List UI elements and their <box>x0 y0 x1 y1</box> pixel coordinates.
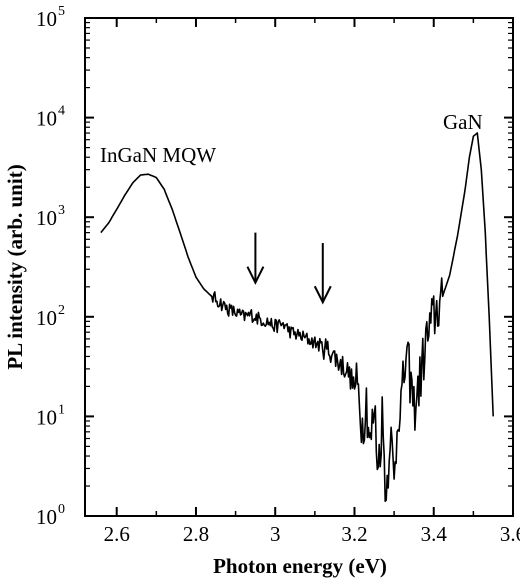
y-tick-exponent: 3 <box>58 203 65 218</box>
x-tick-label: 3.2 <box>341 522 367 546</box>
y-tick-exponent: 0 <box>58 502 65 517</box>
y-tick-base: 10 <box>36 7 57 31</box>
y-tick-exponent: 5 <box>58 4 65 19</box>
y-tick-base: 10 <box>36 405 57 429</box>
y-tick-exponent: 2 <box>58 303 65 318</box>
y-tick-base: 10 <box>36 306 57 330</box>
x-tick-label: 3 <box>270 522 281 546</box>
arrow-head <box>313 285 332 305</box>
y-tick-label: 10 3 <box>36 203 65 230</box>
x-tick-label: 2.6 <box>104 522 130 546</box>
spectrum-line <box>100 132 494 502</box>
x-tick-labels: 2.6 2.8 3 3.2 3.4 3.6 <box>104 522 520 546</box>
y-tick-label: 10 4 <box>36 104 65 131</box>
plot-frame <box>84 17 514 517</box>
annotation-gan: GaN <box>443 110 483 134</box>
y-tick-label: 10 5 <box>36 4 65 31</box>
annotation-ingan: InGaN MQW <box>100 143 216 167</box>
y-tick-base: 10 <box>36 206 57 230</box>
y-tick-exponent: 4 <box>58 104 65 119</box>
y-tick-label: 10 1 <box>36 402 65 429</box>
arrow-head <box>246 266 265 285</box>
y-tick-exponent: 1 <box>58 402 65 417</box>
x-axis-title: Photon energy (eV) <box>213 554 387 578</box>
y-axis-title: PL intensity (arb. unit) <box>3 164 27 369</box>
arrow-markers <box>246 232 332 305</box>
y-tick-label: 10 0 <box>36 502 65 529</box>
y-tick-base: 10 <box>36 505 57 529</box>
x-tick-label: 3.6 <box>500 522 520 546</box>
axis-ticks <box>85 17 514 517</box>
x-tick-label: 2.8 <box>183 522 209 546</box>
x-tick-label: 3.4 <box>421 522 448 546</box>
y-tick-base: 10 <box>36 107 57 131</box>
y-tick-label: 10 2 <box>36 303 65 330</box>
